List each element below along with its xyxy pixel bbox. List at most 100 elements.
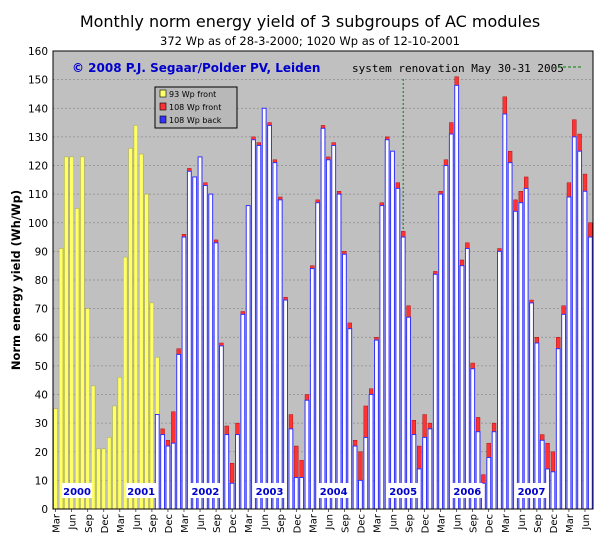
x-tick-label: Sep xyxy=(148,514,159,533)
x-tick-label: Dec xyxy=(421,514,432,533)
bar-108wp-back xyxy=(235,434,240,510)
bar-108wp-back xyxy=(186,170,192,510)
x-tick-label: Jun xyxy=(581,514,592,531)
bar-108wp-back xyxy=(566,196,572,510)
bar-108wp-back xyxy=(288,428,294,510)
year-label-box xyxy=(318,483,349,498)
bar-93wp-front xyxy=(96,448,101,510)
bar-93wp-front xyxy=(69,156,74,510)
x-tick-label: Mar xyxy=(116,513,127,533)
x-tick-label: Jun xyxy=(68,514,79,531)
x-axis-tick-labels: Mar Jun Sep Dec Mar Jun Sep Dec Mar Jun Sep Dec Mar J… xyxy=(52,509,592,533)
y-tick-label: 60 xyxy=(35,332,48,344)
bar-108wp-back xyxy=(309,268,315,510)
y-tick-label: 40 xyxy=(35,390,48,402)
x-tick-label: Dec xyxy=(292,514,303,533)
bar-108wp-back xyxy=(208,193,214,510)
bar-108wp-back xyxy=(427,428,433,510)
bar-108wp-back xyxy=(529,302,534,510)
bar-108wp-back xyxy=(358,479,363,510)
bar-108wp-back xyxy=(587,236,593,510)
bar-93wp-front xyxy=(107,437,112,510)
legend-swatch-108wp-back xyxy=(159,115,167,124)
year-label-box xyxy=(452,483,483,498)
x-tick-label: Sep xyxy=(84,514,95,533)
x-tick-label: Jun xyxy=(132,514,143,531)
bar-108wp-back xyxy=(272,162,278,510)
bar-108wp-back xyxy=(486,456,492,510)
bar-93wp-front xyxy=(74,208,80,510)
year-label-box xyxy=(62,483,93,498)
bar-108wp-back xyxy=(582,190,588,510)
y-tick-label: 90 xyxy=(35,246,48,258)
legend-label-108wp-front: 108 Wp front xyxy=(169,103,221,112)
bar-93wp-front xyxy=(144,193,149,510)
bar-108wp-back xyxy=(459,265,465,510)
y-tick-label: 140 xyxy=(28,103,48,115)
bar-108wp-back xyxy=(395,187,401,510)
bar-108wp-back xyxy=(283,299,288,510)
x-tick-label: Dec xyxy=(549,514,560,533)
x-tick-label: Mar xyxy=(180,513,191,533)
year-label-box xyxy=(126,483,157,498)
x-tick-label: Mar xyxy=(308,513,319,533)
bar-108wp-back xyxy=(304,399,310,510)
bar-108wp-back xyxy=(571,136,577,510)
bar-108wp-back xyxy=(176,353,182,510)
x-tick-label: Dec xyxy=(485,514,496,533)
x-tick-label: Mar xyxy=(437,513,448,533)
x-tick-label: Jun xyxy=(389,514,400,531)
x-tick-label: Dec xyxy=(164,514,175,533)
x-tick-label: Jun xyxy=(453,514,464,531)
bar-93wp-front xyxy=(58,248,64,510)
y-tick-label: 80 xyxy=(35,275,48,287)
bar-108wp-back xyxy=(368,394,374,510)
x-tick-label: Mar xyxy=(372,513,383,533)
year-label: 2004 xyxy=(320,487,348,498)
bar-108wp-back xyxy=(165,445,171,510)
legend-swatch-93wp-front xyxy=(159,89,167,98)
bar-93wp-front xyxy=(149,302,155,510)
bar-108wp-back xyxy=(448,133,454,510)
bar-108wp-back xyxy=(454,84,460,510)
bar-93wp-front xyxy=(64,156,69,510)
bar-108wp-back xyxy=(539,439,545,510)
bar-108wp-back xyxy=(513,210,518,510)
bar-108wp-back xyxy=(229,482,235,510)
bar-93wp-front xyxy=(117,377,122,510)
bar-108wp-back xyxy=(507,162,513,510)
bar-93wp-front xyxy=(80,156,85,510)
x-tick-label: Jun xyxy=(517,514,528,531)
y-tick-label: 50 xyxy=(35,361,48,373)
bar-108wp-back xyxy=(518,202,524,510)
bar-108wp-back xyxy=(438,193,444,510)
bar-108wp-back xyxy=(277,199,283,510)
bar-108wp-back xyxy=(555,348,561,510)
legend-swatch-108wp-front xyxy=(159,102,167,111)
x-tick-label: Dec xyxy=(100,514,111,533)
bar-108wp-back xyxy=(261,107,267,510)
x-tick-label: Sep xyxy=(212,514,223,533)
year-label-box xyxy=(516,483,547,498)
bar-108wp-back xyxy=(293,477,299,510)
bar-108wp-back xyxy=(400,236,406,510)
bar-93wp-front xyxy=(133,125,138,510)
bar-108wp-back xyxy=(497,250,502,510)
bar-108wp-back xyxy=(181,236,187,510)
x-tick-label: Dec xyxy=(228,514,239,533)
bar-108wp-back xyxy=(443,165,449,510)
bar-93wp-front xyxy=(139,153,144,510)
bar-108wp-back xyxy=(299,477,305,510)
bar-93wp-front xyxy=(85,308,90,510)
bar-108wp-back xyxy=(341,253,347,510)
y-axis-label: Norm energy yield (Wh/Wp) xyxy=(9,190,23,370)
y-tick-label: 0 xyxy=(41,504,48,516)
year-label-box xyxy=(190,483,221,498)
legend: 93 Wp front 108 Wp front 108 Wp back xyxy=(154,86,238,129)
bar-108wp-back xyxy=(170,442,176,510)
x-tick-label: Mar xyxy=(565,513,576,533)
x-tick-label: Jun xyxy=(196,514,207,531)
bar-108wp-back xyxy=(374,339,379,510)
x-tick-label: Mar xyxy=(501,513,512,533)
